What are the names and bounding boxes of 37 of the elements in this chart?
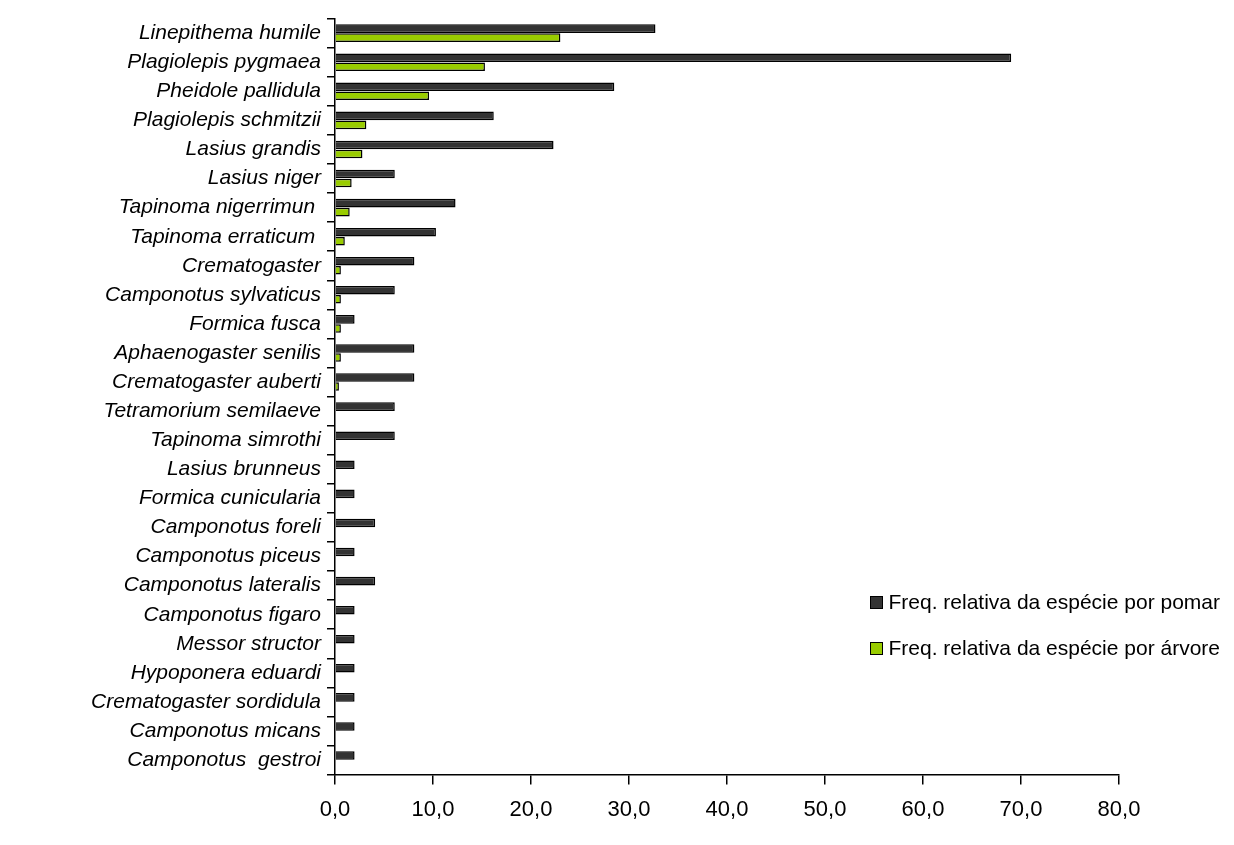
y-tick-label: Camponotus lateralis xyxy=(123,572,322,596)
x-tick-label: 0,0 xyxy=(319,795,351,821)
y-tick-label: Camponotus piceus xyxy=(135,543,322,567)
y-tick-label: Crematogaster xyxy=(182,252,323,276)
y-tick-label: Tapinoma erraticum xyxy=(130,223,321,247)
y-tick-label: Plagiolepis pygmaea xyxy=(127,49,321,73)
y-tick-label: Messor structor xyxy=(176,630,322,654)
y-tick-label: Crematogaster auberti xyxy=(112,368,323,392)
y-tick-label: Linepithema humile xyxy=(138,19,321,43)
y-tick-label: Camponotus sylvaticus xyxy=(105,281,322,305)
x-tick-label: 10,0 xyxy=(411,795,455,821)
y-tick-label: Formica fusca xyxy=(189,310,321,334)
y-tick-label: Formica cunicularia xyxy=(138,485,321,509)
legend-label: Freq. relativa da espécie por pomar xyxy=(888,590,1220,614)
y-tick-label: Tetramorium semilaeve xyxy=(103,397,321,421)
x-tick-label: 70,0 xyxy=(999,795,1043,821)
y-tick-label: Hypoponera eduardi xyxy=(130,659,323,683)
legend-label: Freq. relativa da espécie por árvore xyxy=(888,636,1220,660)
y-tick-label: Pheidole pallidula xyxy=(156,78,321,102)
x-tick-label: 20,0 xyxy=(509,795,553,821)
y-tick-label: Tapinoma simrothi xyxy=(150,427,323,451)
x-tick-label: 30,0 xyxy=(607,795,651,821)
x-tick-label: 50,0 xyxy=(803,795,847,821)
y-tick-label: Lasius niger xyxy=(207,165,323,189)
y-tick-label: Tapinoma nigerrimun xyxy=(118,194,321,218)
y-tick-label: Camponotus foreli xyxy=(150,514,323,538)
y-tick-label: Camponotus micans xyxy=(129,717,322,741)
y-tick-label: Plagiolepis schmitzii xyxy=(133,107,323,131)
y-tick-label: Camponotus gestroi xyxy=(127,746,323,770)
x-tick-label: 80,0 xyxy=(1097,795,1141,821)
x-tick-label: 60,0 xyxy=(901,795,945,821)
y-tick-label: Crematogaster sordidula xyxy=(91,688,321,712)
x-tick-label: 40,0 xyxy=(705,795,749,821)
y-tick-label: Lasius grandis xyxy=(185,136,322,160)
y-tick-label: Camponotus figaro xyxy=(143,601,322,625)
y-tick-label: Lasius brunneus xyxy=(166,456,322,480)
y-tick-label: Aphaenogaster senilis xyxy=(112,339,322,363)
